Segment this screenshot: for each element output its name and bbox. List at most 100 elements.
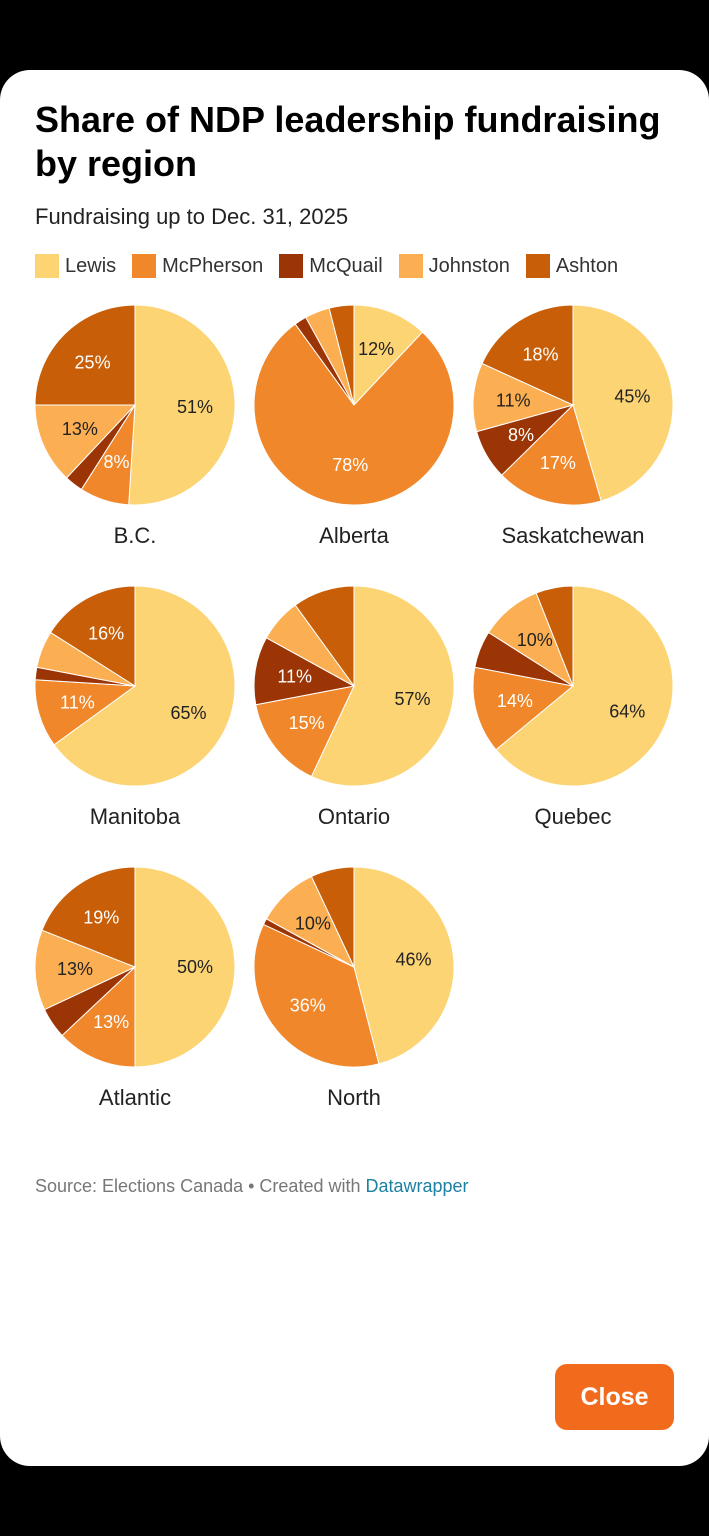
pie-svg: 50% 13% 13% 19% <box>34 866 236 1068</box>
pie-value-label: 11% <box>60 693 95 713</box>
pie-slice-lewis <box>310 585 455 787</box>
pie-label: B.C. <box>113 523 157 548</box>
legend-item-lewis: Lewis <box>35 254 116 278</box>
pie-value-label: 12% <box>358 339 394 359</box>
legend-swatch <box>35 254 59 278</box>
pie-label: Manitoba <box>89 804 181 829</box>
pie-slice-ashton <box>328 304 355 406</box>
pie-slice-ashton <box>294 585 355 688</box>
pie-svg: 46% 36% 10% <box>253 866 455 1068</box>
close-button[interactable]: Close <box>555 1364 674 1430</box>
pie-label: Alberta <box>319 523 389 548</box>
pie-slice-mcpherson <box>34 679 137 746</box>
pie-slice-johnston <box>472 362 575 433</box>
pie-slice-mcpherson <box>501 404 602 506</box>
pie-slice-lewis <box>134 866 236 1068</box>
pie-slice-lewis <box>495 585 674 787</box>
legend-label: Lewis <box>65 254 117 277</box>
pie-value-label: 19% <box>83 907 119 927</box>
chart-subtitle: Fundraising up to Dec. 31, 2025 <box>35 204 349 229</box>
pie-svg: 65% 11% 16% <box>34 585 236 787</box>
legend-label: Ashton <box>555 254 619 277</box>
pie-quebec: 64% 14% 10% Quebec <box>463 585 683 856</box>
pie-slice-ashton <box>49 585 136 687</box>
chart-card: Share of NDP leadership fundraising by r… <box>0 70 709 1466</box>
pie-svg: 51% 8%13% 25% <box>34 304 236 506</box>
legend-item-mcquail: McQuail <box>279 254 383 278</box>
pie-slice-mcpherson <box>61 965 136 1068</box>
datawrapper-link[interactable]: Datawrapper <box>365 1176 469 1196</box>
pie-slice-ashton <box>481 304 574 406</box>
source-text: Source: Elections Canada • Created with <box>35 1176 366 1196</box>
pie-value-label: 51% <box>177 397 213 417</box>
pie-value-label: 10% <box>295 913 331 933</box>
pie-slice-ashton <box>535 585 574 687</box>
pie-slice-lewis <box>353 304 424 407</box>
legend-swatch <box>132 254 157 278</box>
pie-value-label: 8% <box>508 425 534 445</box>
pie-value-label: 13% <box>57 959 93 979</box>
pie-slice-lewis <box>53 585 236 787</box>
pie-value-label: 15% <box>289 713 325 733</box>
chart-title: Share of NDP leadership fundraising by r… <box>35 99 661 184</box>
pie-svg: 57% 15% 11% <box>253 585 455 787</box>
pie-value-label: 13% <box>93 1012 129 1032</box>
pie-slice-ashton <box>310 866 355 968</box>
pie-slice-johnston <box>34 929 137 1011</box>
pie-label: Ontario <box>317 804 391 829</box>
pie-manitoba: 65% 11% 16% Manitoba <box>25 585 245 856</box>
pie-north: 46% 36% 10% North <box>244 866 464 1137</box>
pie-label: Saskatchewan <box>501 523 645 548</box>
pie-slice-lewis <box>128 304 236 506</box>
pie-label: Atlantic <box>98 1085 172 1110</box>
pie-saskatchewan: 45% 17% 8% 11% 18% Saskatchewan <box>463 304 683 575</box>
pie-value-label: 10% <box>517 630 553 650</box>
legend-label: Johnston <box>428 254 510 277</box>
system-nav-bar <box>0 1466 709 1536</box>
pie-value-label: 45% <box>614 386 650 406</box>
pie-value-label: 13% <box>62 419 98 439</box>
legend-label: McQuail <box>309 254 383 277</box>
pie-svg: 45% 17% 8% 11% 18% <box>472 304 674 506</box>
pie-value-label: 50% <box>177 957 213 977</box>
pie-value-label: 64% <box>609 702 645 722</box>
pie-value-label: 25% <box>75 353 111 373</box>
pie-slice-lewis <box>353 866 455 1065</box>
legend-swatch <box>279 254 304 278</box>
legend-item-ashton: Ashton <box>525 254 619 278</box>
pie-svg: 64% 14% 10% <box>472 585 674 787</box>
pie-label: Quebec <box>534 804 612 829</box>
pie-slice-johnston <box>34 404 137 479</box>
pie-slice-mcquail <box>253 637 356 706</box>
legend-item-mcpherson: McPherson <box>132 254 263 278</box>
pie-value-label: 11% <box>277 667 312 687</box>
pie-label: North <box>327 1085 381 1110</box>
legend-item-johnston: Johnston <box>398 254 510 278</box>
source-note: Source: Elections Canada • Created with … <box>35 1176 469 1197</box>
pie-value-label: 36% <box>290 995 326 1015</box>
pie-value-label: 46% <box>396 949 432 969</box>
pie-slice-mcpherson <box>253 323 455 506</box>
legend: Lewis McPherson McQuail Johnston Ashton <box>35 254 634 278</box>
pie-value-label: 17% <box>540 453 576 473</box>
pie-slice-lewis <box>572 304 674 502</box>
pie-value-label: 57% <box>395 689 431 709</box>
legend-swatch <box>525 254 550 278</box>
pie-value-label: 14% <box>497 691 533 711</box>
pie-slice-mcpherson <box>253 923 380 1068</box>
pie-value-label: 8% <box>103 452 129 472</box>
pie-slice-mcpherson <box>255 685 355 778</box>
pie-value-label: 18% <box>523 345 559 365</box>
legend-swatch <box>398 254 423 278</box>
legend-label: McPherson <box>162 254 264 277</box>
pie-value-label: 11% <box>496 390 531 410</box>
pie-bc: 51% 8% 13% 25% B.C. <box>25 304 245 575</box>
pie-atlantic: 50% 13% 13% 19% Atlantic <box>25 866 245 1137</box>
pie-value-label: 78% <box>332 455 368 475</box>
pie-value-label: 16% <box>88 623 124 643</box>
pie-ontario: 57% 15% 11% Ontario <box>244 585 464 856</box>
pie-svg: 12% 78% <box>253 304 455 506</box>
pie-slice-ashton <box>41 866 136 968</box>
pie-value-label: 65% <box>170 703 206 723</box>
pie-slice-ashton <box>34 304 136 406</box>
